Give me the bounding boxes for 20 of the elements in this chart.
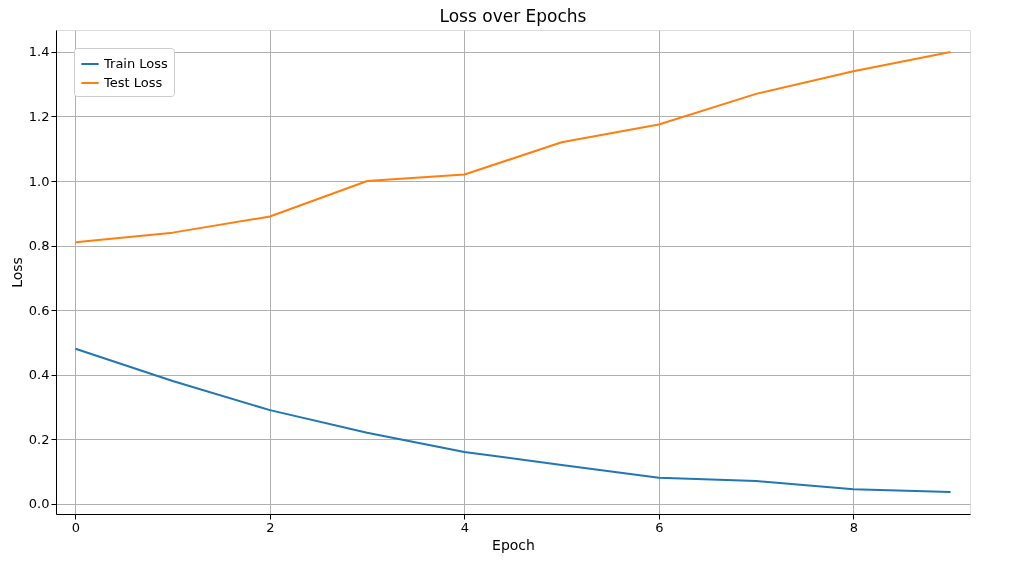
y-tick-label: 1.2 <box>28 108 50 124</box>
line-series <box>74 50 952 244</box>
y-tick-label: 0.2 <box>28 431 50 447</box>
y-tick-label: 1.4 <box>28 44 50 60</box>
x-tick-label: 6 <box>655 519 664 535</box>
y-tick-label: 0.4 <box>28 367 50 383</box>
legend-label: Test Loss <box>103 75 163 90</box>
y-tick-label: 0.0 <box>28 496 50 512</box>
y-tick-label: 0.6 <box>28 302 50 318</box>
chart-title: Loss over Epochs <box>439 6 587 26</box>
y-axis-title: Loss <box>8 257 25 288</box>
x-axis-title: Epoch <box>492 536 535 553</box>
y-tick-label: 0.8 <box>28 238 50 254</box>
y-tick-label: 1.0 <box>28 173 50 189</box>
legend-label: Train Loss <box>103 56 169 71</box>
x-tick-label: 2 <box>266 519 275 535</box>
x-tick-label: 4 <box>460 519 470 535</box>
x-tick-label: 0 <box>71 519 81 535</box>
line-series <box>74 347 952 494</box>
x-tick-label: 8 <box>849 519 858 535</box>
